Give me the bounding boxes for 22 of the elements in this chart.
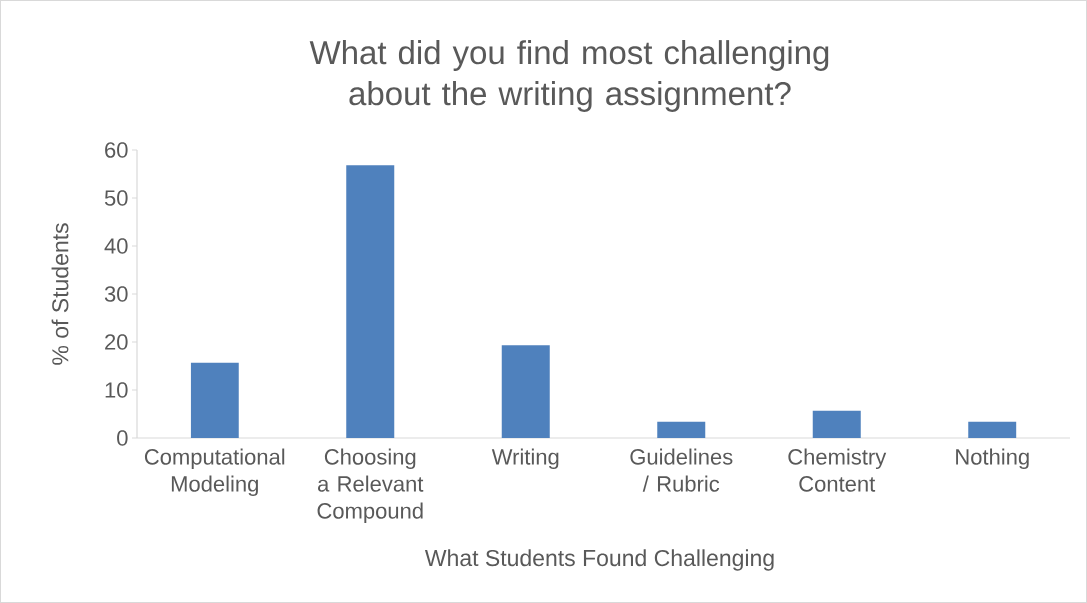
y-tick-label: 60 <box>105 142 128 158</box>
bar <box>812 410 861 438</box>
x-tick-label: Writing <box>491 448 559 470</box>
y-tick-label: 40 <box>104 238 128 254</box>
x-tick-label: Computational Modeling <box>144 448 285 497</box>
y-tick-label: 50 <box>104 190 128 206</box>
x-axis-title: What Students Found Challenging <box>424 549 774 571</box>
x-tick-label: Choosing a Relevant Compound <box>317 448 424 524</box>
bar <box>657 421 706 438</box>
y-tick-label: 20 <box>105 334 128 350</box>
y-tick-label: 30 <box>104 286 128 302</box>
bar <box>968 421 1017 438</box>
bar <box>346 165 395 438</box>
x-tick-label: Guidelines / Rubric <box>630 448 733 492</box>
x-tick-label: Nothing <box>956 448 1029 470</box>
bar <box>190 362 239 438</box>
x-tick-label: Chemistry Content <box>788 448 887 492</box>
y-tick-label: 10 <box>105 382 128 398</box>
y-tick-label: 0 <box>117 430 128 446</box>
y-axis-title: % of Students <box>51 223 69 365</box>
bar <box>501 345 550 438</box>
chart-title: What did you find most challenging about the writing assignment? <box>309 40 829 112</box>
